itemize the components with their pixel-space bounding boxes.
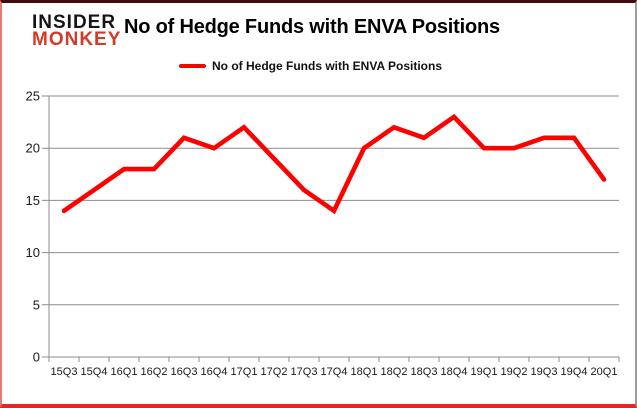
- y-axis-tick-label: 20: [26, 141, 40, 156]
- x-axis-tick-label: 16Q3: [171, 366, 198, 378]
- x-axis-tick-label: 19Q4: [561, 366, 588, 378]
- chart-line-series: [61, 113, 607, 215]
- x-axis-tick-label: 18Q2: [381, 366, 408, 378]
- x-axis-tick-label: 17Q4: [321, 366, 348, 378]
- legend-label: No of Hedge Funds with ENVA Positions: [212, 59, 442, 73]
- x-axis-tick-label: 16Q1: [111, 366, 138, 378]
- logo-line-insider: INSIDER: [32, 12, 117, 33]
- logo-line-monkey: MONKEY: [32, 29, 122, 51]
- x-axis-tick-label: 17Q3: [291, 366, 318, 378]
- x-axis-tick-label: 15Q4: [81, 366, 108, 378]
- x-axis-tick-label: 15Q3: [51, 366, 78, 378]
- x-axis-tick-label: 16Q2: [141, 366, 168, 378]
- x-axis-tick-label: 19Q1: [471, 366, 498, 378]
- y-axis-tick-label: 15: [26, 193, 40, 208]
- y-axis-tick-label: 0: [33, 350, 40, 365]
- legend-line-swatch: [179, 64, 206, 68]
- x-axis-tick-label: 19Q2: [501, 366, 528, 378]
- page-title: No of Hedge Funds with ENVA Positions: [124, 16, 500, 38]
- chart-legend: No of Hedge Funds with ENVA Positions: [2, 59, 619, 73]
- y-axis-tick-label: 25: [26, 89, 40, 104]
- insider-monkey-logo: INSIDER MONKEY: [32, 12, 122, 51]
- x-axis-tick-label: 17Q1: [231, 366, 258, 378]
- x-axis-tick-label: 18Q3: [411, 366, 438, 378]
- y-axis-tick-label: 5: [33, 297, 40, 312]
- x-axis-tick-label: 16Q4: [201, 366, 228, 378]
- x-axis-tick-label: 18Q1: [351, 366, 378, 378]
- x-axis-tick-label: 17Q2: [261, 366, 288, 378]
- x-axis-tick-label: 20Q1: [591, 366, 618, 378]
- y-axis-tick-label: 10: [26, 245, 40, 260]
- x-axis-tick-label: 18Q4: [441, 366, 468, 378]
- x-axis-tick-label: 19Q3: [531, 366, 558, 378]
